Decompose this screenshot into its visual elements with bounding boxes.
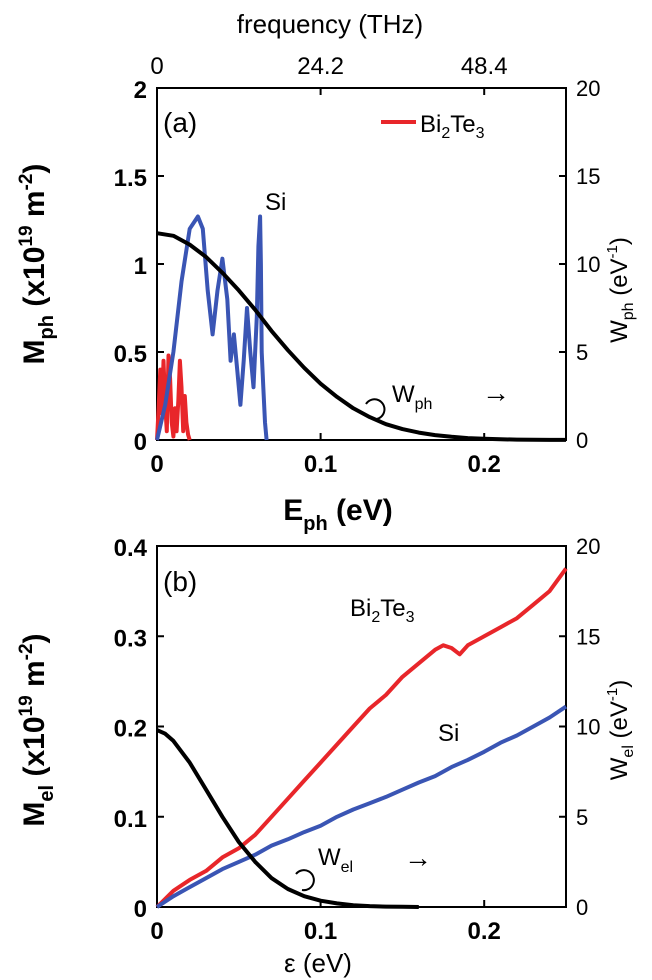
series-line bbox=[155, 567, 568, 909]
series-line bbox=[155, 353, 192, 441]
series-line bbox=[155, 704, 568, 909]
ytick-label: 0 bbox=[134, 896, 147, 923]
y2tick-label: 20 bbox=[576, 76, 600, 101]
ytick-label: 2 bbox=[134, 77, 147, 104]
annotation-wph: Wph bbox=[392, 381, 432, 413]
right-tick-labels-a: 0 5 10 15 20 bbox=[576, 76, 600, 453]
legend-label-bi2te3: Bi2Te3 bbox=[420, 111, 485, 142]
ytick-label: 0.2 bbox=[114, 716, 147, 743]
y2tick-label: 0 bbox=[576, 428, 588, 453]
top-tick-labels: 0 24.2 48.4 bbox=[150, 53, 507, 80]
y-axis-label-a: Mph (x1019 m-2) bbox=[16, 164, 58, 365]
right-tick-labels-b: 0 5 10 15 20 bbox=[576, 534, 600, 920]
top-tick-label: 24.2 bbox=[297, 53, 344, 80]
y2tick-label: 5 bbox=[576, 805, 588, 830]
series-line bbox=[155, 214, 269, 441]
panel-b: 0 0.1 0.2 0.3 0.4 0 5 10 15 20 0 0.1 0.2 (b) Bi2Te… bbox=[16, 534, 637, 978]
series-a bbox=[155, 214, 566, 442]
tick-marks-b bbox=[156, 545, 566, 908]
left-tick-labels-a: 0 0.5 1 1.5 2 bbox=[114, 77, 147, 456]
top-tick-label: 0 bbox=[150, 53, 163, 80]
annotation-bi2te3-b: Bi2Te3 bbox=[350, 595, 415, 626]
xtick-label: 0 bbox=[150, 451, 163, 478]
wel-arrow: → bbox=[404, 842, 432, 873]
y2tick-label: 5 bbox=[576, 340, 588, 365]
legend-a: Bi2Te3 bbox=[381, 111, 485, 142]
ytick-label: 1 bbox=[134, 253, 147, 280]
xtick-label: 0.1 bbox=[304, 918, 337, 945]
y2tick-label: 15 bbox=[576, 164, 600, 189]
wph-circle-marker bbox=[365, 398, 386, 421]
panel-label-a: (a) bbox=[163, 107, 197, 138]
annotation-si-b: Si bbox=[438, 720, 459, 747]
ytick-label: 0.4 bbox=[114, 535, 148, 562]
ytick-label: 0.1 bbox=[114, 806, 147, 833]
y2tick-label: 0 bbox=[576, 895, 588, 920]
xtick-label: 0.1 bbox=[304, 451, 337, 478]
top-axis-label: frequency (THz) bbox=[237, 9, 423, 39]
bottom-tick-labels-a: 0 0.1 0.2 bbox=[150, 451, 501, 478]
top-tick-label: 48.4 bbox=[461, 53, 508, 80]
annotation-wel: Wel bbox=[318, 844, 353, 876]
y2tick-label: 10 bbox=[576, 715, 600, 740]
panel-label-b: (b) bbox=[163, 566, 197, 597]
y-axis-label-b: Mel (x1019 m-2) bbox=[16, 633, 58, 826]
ytick-label: 0.3 bbox=[114, 625, 147, 652]
y2-axis-label-b: Wel (eV-1) bbox=[604, 680, 637, 780]
series-line bbox=[156, 728, 419, 909]
left-tick-labels-b: 0 0.1 0.2 0.3 0.4 bbox=[114, 535, 148, 923]
ytick-label: 0 bbox=[134, 429, 147, 456]
wel-circle-marker bbox=[295, 869, 315, 892]
xtick-label: 0 bbox=[150, 918, 163, 945]
xtick-label: 0.2 bbox=[468, 918, 501, 945]
series-b bbox=[155, 567, 568, 909]
y2tick-label: 20 bbox=[576, 534, 600, 559]
bottom-tick-labels-b: 0 0.1 0.2 bbox=[150, 918, 501, 945]
y2-axis-label-a: Wph (eV-1) bbox=[604, 237, 637, 343]
ytick-label: 1.5 bbox=[114, 165, 147, 192]
x-axis-label-b: ε (eV) bbox=[284, 948, 352, 978]
xtick-label: 0.2 bbox=[468, 451, 501, 478]
annotation-si-a: Si bbox=[265, 189, 286, 216]
series-line bbox=[156, 231, 566, 442]
y2tick-label: 10 bbox=[576, 252, 600, 277]
x-axis-label-a: Eph (eV) bbox=[283, 494, 392, 535]
wph-arrow: → bbox=[482, 377, 510, 408]
panel-a: frequency (THz) 0 24.2 48.4 0 0.5 1 1.5 2 0 5 10… bbox=[16, 9, 637, 535]
y2tick-label: 15 bbox=[576, 624, 600, 649]
ytick-label: 0.5 bbox=[114, 341, 147, 368]
